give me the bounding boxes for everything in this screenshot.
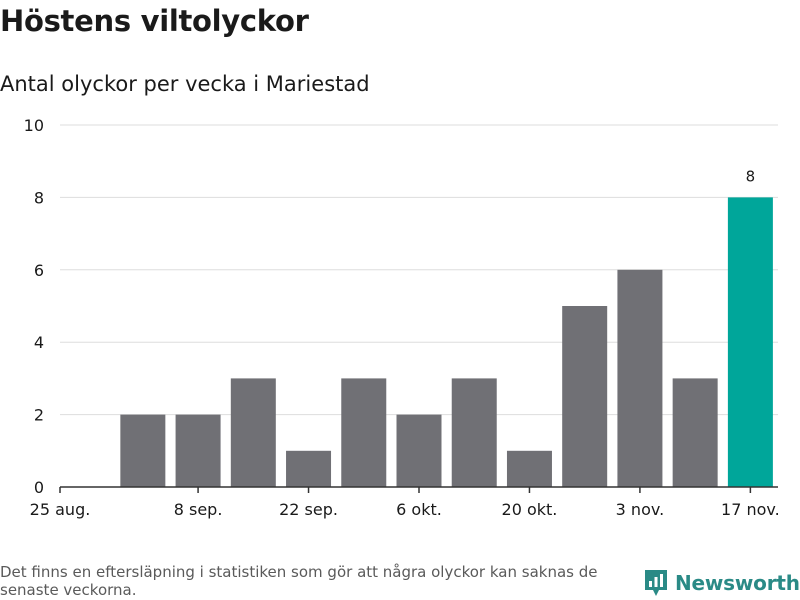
newsworthy-logo-icon (645, 570, 667, 596)
bar (341, 378, 387, 487)
bar-chart: 0 2 4 6 8 10 8 25 aug. 8 sep. 22 sep. 6 okt. 20 okt… (24, 116, 780, 519)
bar (617, 269, 663, 487)
bar-highlight (727, 197, 773, 487)
x-tick-label: 20 okt. (502, 500, 558, 519)
bar (286, 450, 332, 487)
data-label: 8 (746, 167, 756, 185)
bar (562, 306, 608, 487)
y-tick-label: 4 (34, 333, 44, 352)
y-tick-label: 6 (34, 261, 44, 280)
y-tick-label: 8 (34, 188, 44, 207)
bar (506, 450, 552, 487)
x-tick-label: 8 sep. (174, 500, 223, 519)
y-tick-label: 10 (24, 116, 44, 135)
y-tick-label: 2 (34, 406, 44, 425)
bar (672, 378, 718, 487)
bar (396, 414, 442, 487)
x-tick-label: 6 okt. (396, 500, 442, 519)
bar (175, 414, 221, 487)
x-tick-label: 22 sep. (279, 500, 338, 519)
y-tick-label: 0 (34, 478, 44, 497)
bar (451, 378, 497, 487)
footnote: Det finns en eftersläpning i statistiken… (0, 563, 598, 599)
bar (120, 414, 166, 487)
chart-subtitle: Antal olyckor per vecka i Mariestad (0, 72, 370, 96)
x-tick-label: 3 nov. (616, 500, 665, 519)
bar (230, 378, 276, 487)
x-tick-label: 17 nov. (721, 500, 780, 519)
brand-name: Newsworthy (675, 571, 800, 595)
x-tick-label: 25 aug. (30, 500, 91, 519)
chart-title: Höstens viltolyckor (0, 4, 309, 38)
brand-logo: Newsworthy (643, 568, 800, 598)
